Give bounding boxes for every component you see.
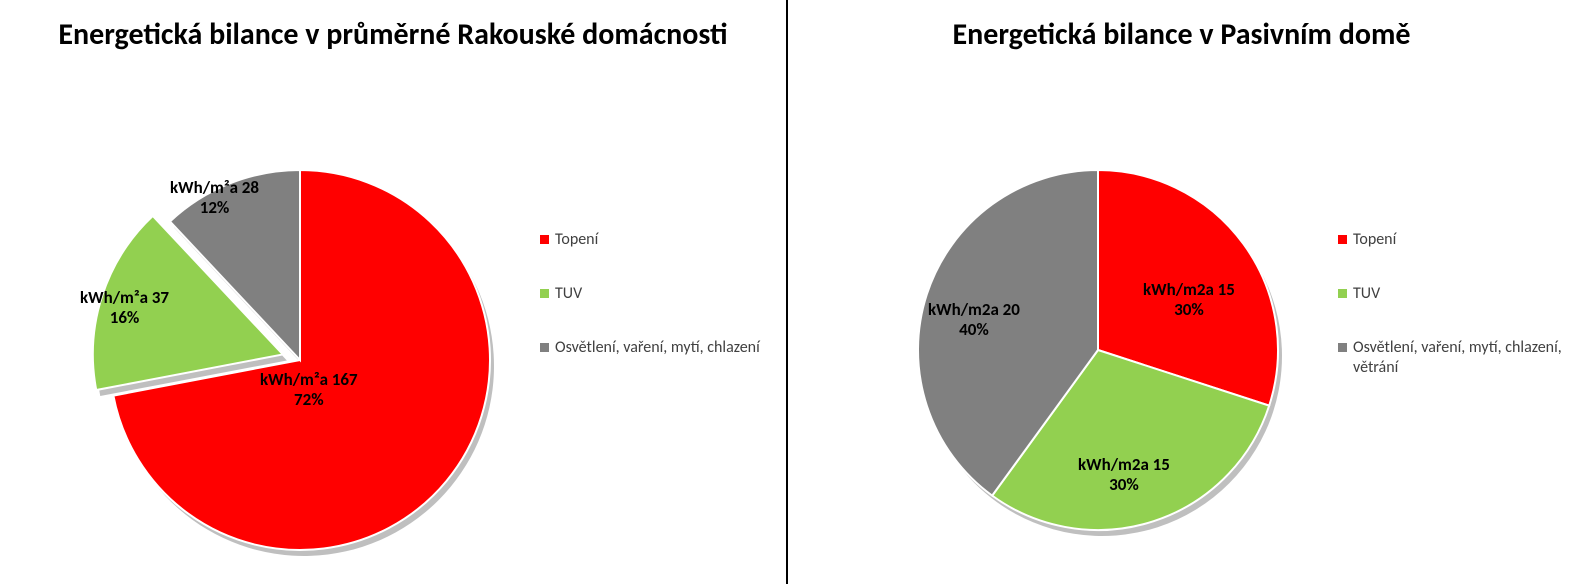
legend-label: Osvětlení, vaření, mytí, chlazení	[555, 338, 760, 358]
chart-panel-left: Energetická bilance v průměrné Rakouské …	[0, 0, 786, 584]
slice-label-value: kWh/m²a 167	[260, 370, 358, 390]
legend-swatch	[540, 289, 549, 298]
slice-label-value: kWh/m²a 28	[170, 178, 259, 198]
legend-swatch	[1338, 235, 1347, 244]
legend: Topení TUV Osvětlení, vaření, mytí, chlaze…	[540, 230, 760, 358]
slice-label-tuv: kWh/m2a 1530%	[1078, 455, 1170, 496]
slice-label-percent: 40%	[928, 320, 1020, 340]
slice-label-value: kWh/m2a 15	[1143, 280, 1235, 300]
legend-item: TUV	[540, 284, 760, 304]
slice-label-value: kWh/m2a 20	[928, 300, 1020, 320]
legend-swatch	[540, 235, 549, 244]
legend-label: Topení	[555, 230, 598, 250]
chart-panel-right: Energetická bilance v Pasivním domě kWh/…	[788, 0, 1575, 584]
slice-label-percent: 30%	[1143, 300, 1235, 320]
slice-label-value: kWh/m²a 37	[80, 288, 169, 308]
slice-label-osv: kWh/m²a 2812%	[170, 178, 259, 219]
legend: Topení TUV Osvětlení, vaření, mytí, chlaze…	[1338, 230, 1563, 378]
legend-swatch	[1338, 343, 1347, 352]
legend-label: Topení	[1353, 230, 1396, 250]
slice-label-tuv: kWh/m²a 3716%	[80, 288, 169, 329]
slice-label-osv: kWh/m2a 2040%	[928, 300, 1020, 341]
slice-label-topeni: kWh/m2a 1530%	[1143, 280, 1235, 321]
legend-item: Osvětlení, vaření, mytí, chlazení, větrá…	[1338, 338, 1563, 378]
legend-label: TUV	[1353, 284, 1380, 304]
legend-item: Topení	[540, 230, 760, 250]
slice-label-value: kWh/m2a 15	[1078, 455, 1170, 475]
legend-swatch	[540, 343, 549, 352]
slice-label-percent: 16%	[80, 308, 169, 328]
slice-label-topeni: kWh/m²a 16772%	[260, 370, 358, 411]
legend-swatch	[1338, 289, 1347, 298]
legend-item: TUV	[1338, 284, 1563, 304]
legend-item: Topení	[1338, 230, 1563, 250]
slice-label-percent: 72%	[260, 390, 358, 410]
chart-container: Energetická bilance v průměrné Rakouské …	[0, 0, 1575, 584]
legend-label: Osvětlení, vaření, mytí, chlazení, větrá…	[1353, 338, 1563, 378]
slice-label-percent: 12%	[170, 198, 259, 218]
slice-label-percent: 30%	[1078, 475, 1170, 495]
legend-label: TUV	[555, 284, 582, 304]
legend-item: Osvětlení, vaření, mytí, chlazení	[540, 338, 760, 358]
